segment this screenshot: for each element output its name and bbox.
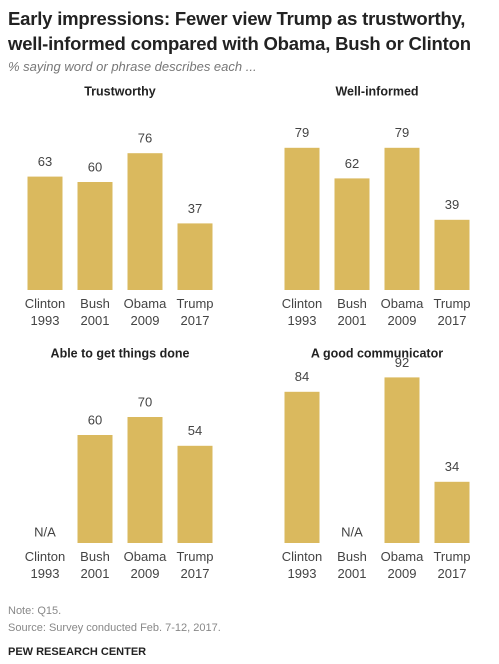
bar (177, 445, 213, 543)
x-tick-label: Obama 2009 (381, 549, 424, 581)
value-label: 92 (395, 355, 409, 370)
bar (77, 182, 113, 290)
x-tick-label: Bush 2001 (337, 549, 367, 581)
x-tick-label: Obama 2009 (381, 296, 424, 328)
x-tick-label: Bush 2001 (80, 296, 110, 328)
bar (434, 219, 470, 290)
credit: PEW RESEARCH CENTER (8, 646, 146, 658)
value-label: 79 (295, 125, 309, 140)
x-tick-label: Bush 2001 (337, 296, 367, 328)
value-label: 70 (138, 394, 152, 409)
value-label: 60 (88, 412, 102, 427)
value-label: 39 (445, 197, 459, 212)
value-label: N/A (341, 524, 363, 539)
title: Early impressions: Fewer view Trump as t… (8, 8, 471, 54)
x-tick-label: Obama 2009 (124, 549, 167, 581)
value-label: 84 (295, 369, 309, 384)
bar (284, 147, 320, 290)
panel-title: Well-informed (335, 84, 418, 98)
x-tick-label: Bush 2001 (80, 549, 110, 581)
x-tick-label: Clinton 1993 (282, 549, 322, 581)
bar (384, 147, 420, 290)
panel-title: Able to get things done (51, 346, 190, 360)
source: Source: Survey conducted Feb. 7-12, 2017… (8, 622, 221, 634)
panel-title: A good communicator (311, 346, 443, 360)
panel-title: Trustworthy (84, 84, 156, 98)
x-tick-label: Clinton 1993 (25, 296, 65, 328)
value-label: 60 (88, 159, 102, 174)
x-tick-label: Trump 2017 (176, 296, 213, 328)
bar (284, 391, 320, 543)
bar (434, 481, 470, 543)
bar (384, 377, 420, 543)
bar (127, 153, 163, 290)
value-label: 76 (138, 131, 152, 146)
x-tick-label: Trump 2017 (433, 296, 470, 328)
bar (177, 223, 213, 290)
bar (27, 176, 63, 290)
x-tick-label: Obama 2009 (124, 296, 167, 328)
value-label: 37 (188, 201, 202, 216)
value-label: N/A (34, 524, 56, 539)
bar (334, 178, 370, 290)
x-tick-label: Trump 2017 (176, 549, 213, 581)
note: Note: Q15. (8, 605, 61, 617)
value-label: 54 (188, 423, 202, 438)
bar (127, 417, 163, 543)
x-tick-label: Clinton 1993 (25, 549, 65, 581)
value-label: 62 (345, 156, 359, 171)
value-label: 34 (445, 459, 459, 474)
subtitle: % saying word or phrase describes each .… (8, 59, 257, 74)
value-label: 63 (38, 154, 52, 169)
x-tick-label: Trump 2017 (433, 549, 470, 581)
value-label: 79 (395, 125, 409, 140)
bar (77, 435, 113, 543)
x-tick-label: Clinton 1993 (282, 296, 322, 328)
